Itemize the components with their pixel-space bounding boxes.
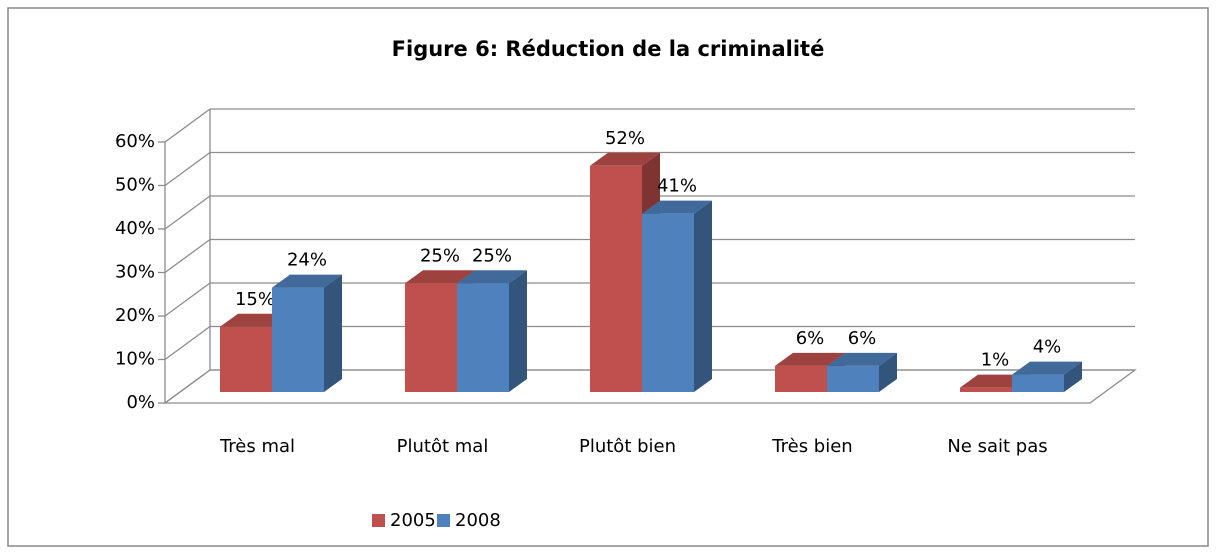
data-label: 24% — [287, 250, 327, 271]
bar-side — [694, 200, 712, 392]
bar-front — [775, 365, 827, 392]
legend-swatch — [437, 514, 450, 527]
grid-line — [164, 282, 211, 317]
bar-front — [827, 365, 879, 392]
bar-front — [590, 165, 642, 392]
y-tick-label: 50% — [115, 175, 155, 196]
y-tick-label: 30% — [115, 262, 155, 283]
data-label: 15% — [235, 289, 275, 310]
bar-top — [405, 270, 475, 284]
data-label: 6% — [796, 328, 825, 349]
bar-top — [457, 270, 527, 284]
y-tick-label: 40% — [115, 218, 155, 239]
data-label: 41% — [657, 176, 697, 197]
x-tick-label: Très mal — [219, 436, 295, 457]
data-label: 6% — [848, 328, 877, 349]
bar-side — [879, 352, 897, 392]
grid-line — [164, 238, 211, 274]
bar-top — [590, 152, 660, 166]
bar-front — [457, 283, 509, 392]
data-label: 52% — [605, 128, 645, 149]
bar-top — [642, 200, 712, 214]
bar-top — [1012, 361, 1082, 375]
x-tick-label: Plutôt mal — [397, 436, 489, 457]
legend-label: 2008 — [455, 510, 501, 531]
bar-front — [642, 213, 694, 392]
bar-side — [509, 270, 527, 392]
y-tick-label: 20% — [115, 305, 155, 326]
chart-title: Figure 6: Réduction de la criminalité — [392, 37, 825, 61]
grid-line — [164, 369, 211, 404]
bar-top — [827, 352, 897, 366]
y-tick-label: 60% — [115, 131, 155, 152]
grid-line — [164, 195, 211, 230]
data-label: 25% — [420, 245, 460, 266]
legend-label: 2005 — [390, 510, 436, 531]
x-tick-label: Ne sait pas — [947, 436, 1047, 457]
bar-top — [775, 352, 845, 366]
legend-swatch — [372, 514, 385, 527]
grid-line — [164, 325, 211, 361]
bar-top — [272, 274, 342, 288]
bar-front — [1012, 374, 1064, 392]
y-tick-label: 10% — [115, 349, 155, 370]
bar-front — [960, 387, 1012, 392]
bar-front — [405, 283, 457, 392]
data-label: 1% — [981, 350, 1010, 371]
grid-line — [164, 151, 211, 187]
x-tick-label: Plutôt bien — [579, 436, 676, 457]
bar-front — [220, 326, 272, 392]
grid-line — [164, 108, 211, 143]
data-label: 4% — [1033, 337, 1062, 358]
data-label: 25% — [472, 245, 512, 266]
bar-side — [1064, 361, 1082, 392]
x-tick-label: Très bien — [771, 436, 852, 457]
bar-side — [324, 274, 342, 392]
bar-front — [272, 287, 324, 392]
y-tick-label: 0% — [126, 392, 155, 413]
